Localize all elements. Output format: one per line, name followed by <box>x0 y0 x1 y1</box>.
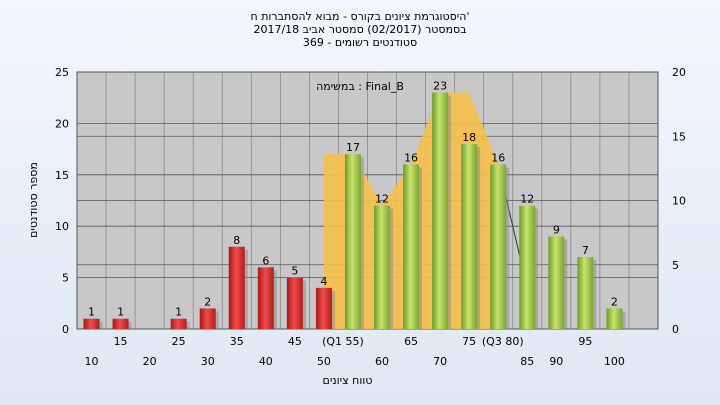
bar <box>432 92 449 329</box>
x-tick-label: 50 <box>317 355 331 368</box>
bar <box>315 287 332 329</box>
y-tick-label: 25 <box>55 66 69 79</box>
bar-value-label: 9 <box>553 223 560 236</box>
y2-tick-label: 0 <box>672 323 679 336</box>
y-tick-label: 20 <box>55 117 69 130</box>
bar <box>577 257 594 329</box>
bar <box>606 308 623 329</box>
x-tick-label: 35 <box>230 335 244 348</box>
x-tick-label: 100 <box>604 355 625 368</box>
bar <box>199 308 216 329</box>
y2-tick-label: 10 <box>672 195 686 208</box>
bar <box>403 164 420 329</box>
bar <box>461 143 478 329</box>
x-tick-label: 65 <box>404 335 418 348</box>
title-line-3: סטודנטים רשומים - 369 <box>302 36 418 49</box>
bar-value-label: 2 <box>611 295 618 308</box>
bar-value-label: 5 <box>291 265 298 278</box>
y-axis-title: מספר סטודנטים <box>27 162 40 238</box>
task-annotation: במשימה : Final_B <box>316 80 404 93</box>
y2-tick-label: 20 <box>672 66 686 79</box>
x-tick-label: 45 <box>288 335 302 348</box>
bar-value-label: 16 <box>404 152 418 165</box>
y2-tick-label: 15 <box>672 130 686 143</box>
x-tick-label: 60 <box>375 355 389 368</box>
bar-value-label: 2 <box>204 295 211 308</box>
bar-value-label: 16 <box>491 152 505 165</box>
bar <box>548 236 565 329</box>
bar <box>170 318 187 329</box>
x-tick-label: (Q3 80) <box>482 335 524 348</box>
title-line-2: בסמסטר (02/2017) סמסטר אביב 2017/18 <box>253 23 467 36</box>
bar <box>344 154 361 329</box>
bar <box>286 277 303 329</box>
x-axis-title: טווח ציונים <box>323 374 373 387</box>
bar-value-label: 8 <box>233 234 240 247</box>
x-tick-label: 30 <box>201 355 215 368</box>
y-tick-label: 0 <box>62 323 69 336</box>
bar-value-label: 6 <box>262 254 269 267</box>
bar-value-label: 17 <box>346 141 360 154</box>
bar <box>519 205 536 329</box>
x-tick-label: 75 <box>462 335 476 348</box>
x-tick-label: (Q1 55) <box>322 335 364 348</box>
x-tick-label: 85 <box>520 355 534 368</box>
bar-value-label: 1 <box>117 306 124 319</box>
chart-title: היסטוגרמת ציונים בקורס - מבוא להסתברות ח… <box>0 10 720 49</box>
x-tick-label: 40 <box>259 355 273 368</box>
y-tick-label: 10 <box>55 220 69 233</box>
bar-value-label: 4 <box>320 275 327 288</box>
y2-tick-label: 5 <box>672 259 679 272</box>
x-tick-label: 15 <box>114 335 128 348</box>
bar <box>490 164 507 329</box>
y-tick-label: 5 <box>62 272 69 285</box>
bar-value-label: 23 <box>433 80 447 93</box>
x-tick-label: 20 <box>143 355 157 368</box>
bar-value-label: 1 <box>88 306 95 319</box>
bar-value-label: 1 <box>175 306 182 319</box>
bar-value-label: 7 <box>582 244 589 257</box>
title-line-1: היסטוגרמת ציונים בקורס - מבוא להסתברות ח… <box>250 10 470 23</box>
x-tick-label: 70 <box>433 355 447 368</box>
x-tick-label: 90 <box>549 355 563 368</box>
bar-value-label: 18 <box>462 131 476 144</box>
bar <box>112 318 129 329</box>
x-tick-label: 10 <box>85 355 99 368</box>
bar <box>374 205 391 329</box>
x-tick-label: 95 <box>578 335 592 348</box>
bar <box>83 318 100 329</box>
bar <box>228 246 245 329</box>
bar <box>257 267 274 329</box>
x-tick-label: 25 <box>172 335 186 348</box>
bar-value-label: 12 <box>375 193 389 206</box>
bar-value-label: 12 <box>520 193 534 206</box>
y-tick-label: 15 <box>55 169 69 182</box>
